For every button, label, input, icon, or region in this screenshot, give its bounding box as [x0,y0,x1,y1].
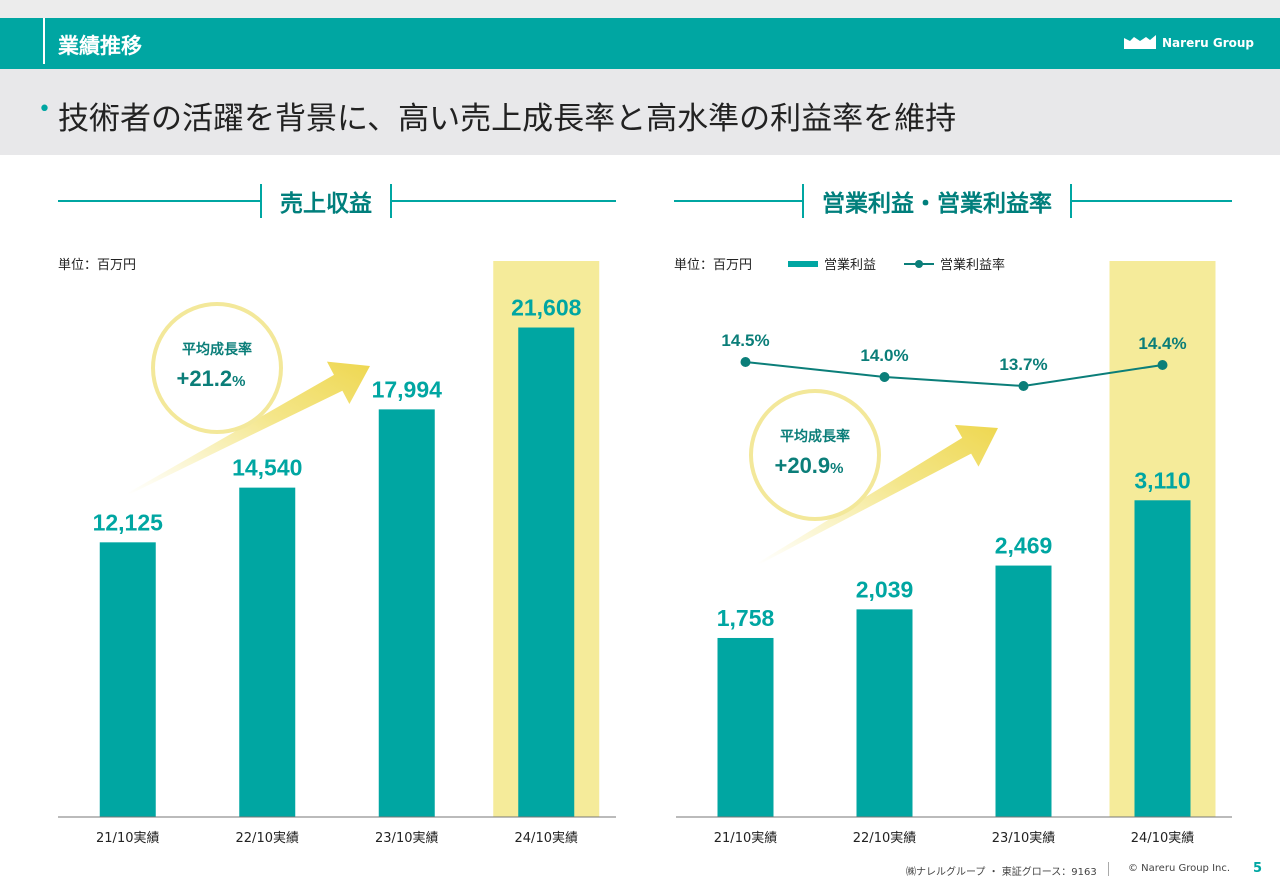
top-strip [0,0,1280,18]
logo-icon [1124,35,1157,49]
section-rule [392,200,616,202]
bar-value-label: 1,758 [717,605,775,631]
growth-label: 平均成長率 [182,341,252,358]
x-tick-label: 24/10実績 [515,830,578,846]
x-tick-label: 22/10実績 [853,830,916,846]
margin-value-label: 14.5% [721,331,769,350]
company-logo: Nareru Group [1124,35,1254,51]
section-tick [260,184,262,218]
bar-value-label: 3,110 [1134,467,1190,493]
margin-value-label: 14.4% [1138,334,1186,353]
section-rule [58,200,260,202]
page-title: 業績推移 [58,34,142,58]
bar [239,487,296,817]
header-bar: 業績推移 Nareru Group [0,18,1280,69]
page-number: 5 [1252,861,1262,876]
bar [378,409,435,817]
x-tick-label: 24/10実績 [1131,830,1194,846]
footer-copyright: © Nareru Group Inc. [1128,863,1231,874]
footer-company: ㈱ナレルグループ ・ 東証グロース：9163 [906,867,1097,878]
bar [99,542,156,817]
growth-arrow [757,424,998,565]
x-tick-label: 23/10実績 [375,830,438,846]
bar-value-label: 17,994 [372,376,443,402]
profit-unit-label: 単位：百万円 [674,258,753,273]
margin-point [1018,381,1029,391]
bar-value-label: 2,039 [856,576,914,602]
margin-line [745,361,1163,388]
x-tick-label: 23/10実績 [992,830,1055,846]
bar-value-label: 14,540 [232,455,302,481]
growth-badge [749,389,881,521]
section-tick [1070,184,1072,218]
growth-label: 平均成長率 [780,428,850,445]
x-tick-label: 22/10実績 [236,830,299,846]
section-rule [1072,200,1232,202]
bar-value-label: 2,469 [995,533,1053,559]
bar [856,609,913,817]
margin-value-label: 13.7% [999,355,1047,374]
section-title-profit: 営業利益・営業利益率 [674,183,1232,219]
revenue-unit-label: 単位：百万円 [58,258,137,273]
margin-point [1157,360,1168,370]
margin-point [879,372,890,382]
profit-legend: 営業利益 営業利益率 [788,254,1005,273]
section-tick [390,184,392,218]
headline-band: • 技術者の活躍を背景に、高い売上成長率と高水準の利益率を維持 [0,69,1280,155]
logo-text: Nareru Group [1162,36,1254,50]
growth-badge [151,302,283,434]
margin-value-label: 14.0% [860,346,908,365]
header-divider [43,18,45,64]
section-tick [802,184,804,218]
section-rule [674,200,802,202]
bar [1134,500,1191,817]
x-tick-label: 21/10実績 [96,830,159,846]
growth-value: +21.2% [176,366,245,391]
legend-bar-label: 営業利益 [824,258,877,273]
footer-separator [1108,862,1109,876]
bullet-icon: • [38,97,51,122]
legend-line-swatch [904,258,935,270]
section-title-revenue: 売上収益 [58,183,616,219]
headline: 技術者の活躍を背景に、高い売上成長率と高水準の利益率を維持 [58,101,957,137]
profit-chart-title: 営業利益・営業利益率 [822,191,1052,217]
bar [518,327,575,817]
margin-point [740,357,751,367]
legend-line-label: 営業利益率 [940,258,1006,273]
bar-value-label: 12,125 [93,509,164,535]
growth-value: +20.9% [774,453,843,478]
x-tick-label: 21/10実績 [714,830,777,846]
revenue-chart-title: 売上収益 [280,191,372,217]
bar-value-label: 21,608 [511,295,582,321]
bar [717,637,774,817]
legend-bar-swatch [788,260,818,267]
growth-arrow [127,361,371,495]
bar [995,565,1052,817]
